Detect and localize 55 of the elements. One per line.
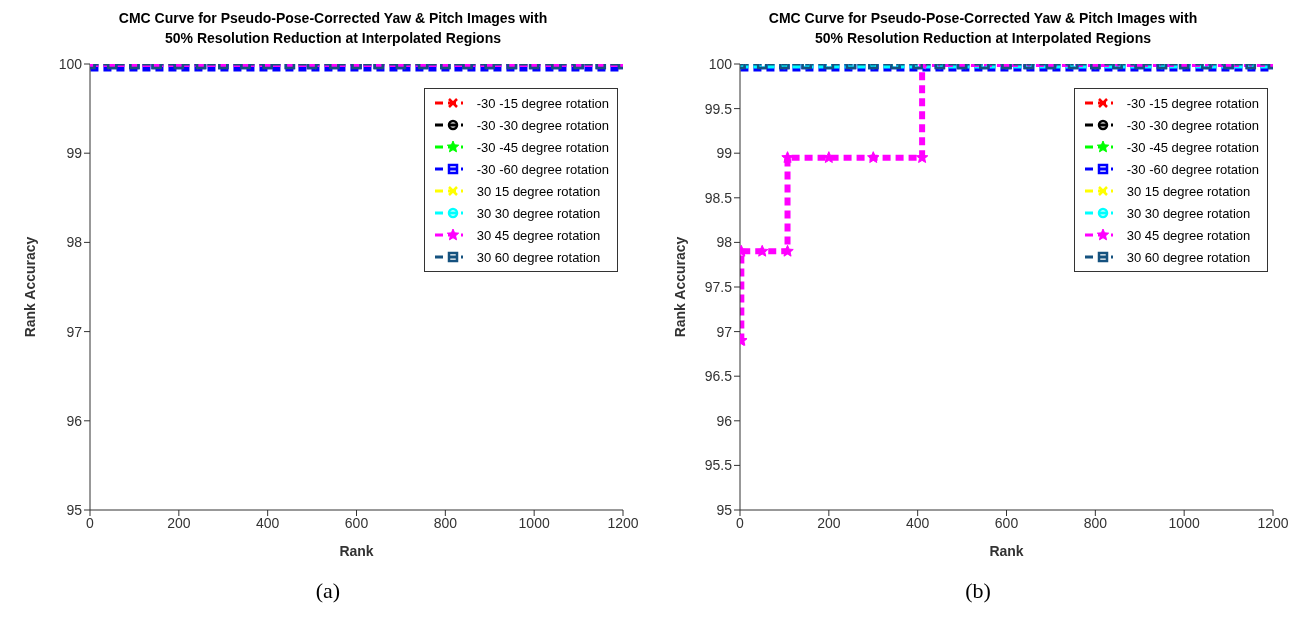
legend-label: -30 -45 degree rotation [1126,139,1259,155]
y-tick-label: 100 [708,55,733,72]
x-tick-label: 800 [1083,514,1108,531]
y-tick-label: 98 [716,234,733,251]
y-tick-label: 97 [716,323,733,340]
y-tick-label: 99 [66,145,83,162]
legend-label: -30 -60 degree rotation [1126,161,1259,177]
y-tick-label: 99.5 [704,100,733,117]
y-tick-label: 97.5 [704,278,733,295]
x-tick-label: 1000 [518,514,550,531]
legend-label: 30 15 degree rotation [476,183,601,199]
y-tick-label: 95 [66,501,83,518]
x-tick-label: 200 [817,514,841,531]
x-tick-label: 1200 [1257,514,1289,531]
legend-label: -30 -15 degree rotation [476,95,609,111]
legend-label: -30 -30 degree rotation [1126,117,1259,133]
y-axis-title: Rank Accuracy [21,236,38,338]
y-tick-label: 98.5 [704,189,733,206]
text: (b) [964,578,992,604]
legend-label: 30 30 degree rotation [476,205,601,221]
x-tick-label: 400 [905,514,930,531]
x-tick-label: 600 [994,514,1019,531]
x-tick-label: 1000 [1168,514,1200,531]
x-tick-label: 1200 [607,514,639,531]
legend-label: 30 45 degree rotation [476,227,601,243]
y-tick-label: 97 [66,323,83,340]
x-tick-label: 800 [433,514,458,531]
y-tick-label: 96 [716,412,733,429]
legend-label: 30 30 degree rotation [1126,205,1251,221]
y-tick-label: 100 [58,55,83,72]
legend-label: -30 -45 degree rotation [476,139,609,155]
x-tick-label: 0 [736,514,745,531]
x-tick-label: 200 [167,514,191,531]
legend-label: -30 -60 degree rotation [476,161,609,177]
y-tick-label: 96.5 [704,368,733,385]
y-tick-label: 98 [66,234,83,251]
legend-label: 30 45 degree rotation [1126,227,1251,243]
y-tick-label: 99 [716,145,733,162]
x-axis-title: Rank [989,543,1024,559]
y-axis-title: Rank Accuracy [671,236,688,338]
chart-title: CMC Curve for Pseudo-Pose-Corrected Yaw & Pitch Images with 50% Resolution Reduction at Interpolated Regions [117,9,549,48]
chart-title: CMC Curve for Pseudo-Pose-Corrected Yaw & Pitch Images with 50% Resolution Reduction at Interpolated Regions [767,9,1199,48]
legend-label: 30 60 degree rotation [476,249,601,265]
x-tick-label: 0 [86,514,95,531]
legend-label: 30 60 degree rotation [1126,249,1251,265]
x-axis-title: Rank [339,543,374,559]
legend-label: 30 15 degree rotation [1126,183,1251,199]
x-tick-label: 400 [255,514,280,531]
y-tick-label: 95 [716,501,733,518]
x-tick-label: 600 [344,514,369,531]
y-tick-label: 96 [66,412,83,429]
legend-label: -30 -30 degree rotation [476,117,609,133]
text: (a) [314,578,342,604]
y-tick-label: 95.5 [704,457,733,474]
legend-label: -30 -15 degree rotation [1126,95,1259,111]
